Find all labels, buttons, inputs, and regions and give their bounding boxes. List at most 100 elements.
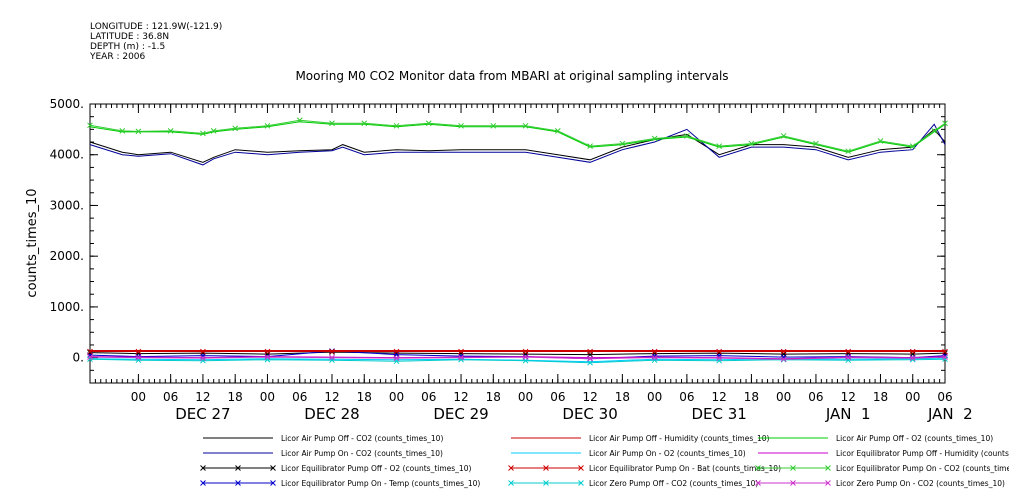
legend-label-7: Licor Zero Pump Off - CO2 (counts_times_… xyxy=(589,479,758,488)
x-hour-label-16: 00 xyxy=(647,390,662,404)
series-10-point-14 xyxy=(490,122,497,129)
point-stroke xyxy=(877,138,884,144)
x-hour-label-13: 06 xyxy=(550,390,565,404)
series-6-point-3 xyxy=(264,348,271,355)
legend-marker xyxy=(825,465,831,471)
x-hour-label-5: 06 xyxy=(292,390,307,404)
series-11-point-11 xyxy=(780,356,787,363)
series-group xyxy=(87,117,948,366)
point-stroke xyxy=(931,128,938,134)
series-10-point-26 xyxy=(877,138,884,144)
series-10-point-10 xyxy=(361,120,368,127)
y-tick-label-0: 0. xyxy=(73,351,84,365)
point-stroke xyxy=(264,356,271,363)
x-hour-label-24: 00 xyxy=(905,390,920,404)
point-stroke xyxy=(200,357,206,364)
point-stroke xyxy=(587,143,593,149)
point-stroke xyxy=(135,354,142,361)
point-stroke xyxy=(522,348,529,355)
series-10-point-1 xyxy=(119,128,126,134)
point-stroke xyxy=(942,350,948,356)
point-stroke xyxy=(264,354,271,360)
series-line-1 xyxy=(89,123,946,166)
x-hour-label-7: 18 xyxy=(357,390,372,404)
series-10-point-21 xyxy=(716,143,723,149)
series-line-10 xyxy=(89,119,946,152)
series-11-point-9 xyxy=(651,354,658,361)
x-hour-label-14: 12 xyxy=(582,390,597,404)
chart-title: Mooring M0 CO2 Monitor data from MBARI a… xyxy=(295,69,728,83)
point-stroke xyxy=(167,128,174,134)
y-tick-label-2: 2000. xyxy=(50,249,84,263)
y-tick-label-3: 3000. xyxy=(50,198,84,212)
series-6-point-4 xyxy=(329,348,335,355)
series-7-point-3 xyxy=(264,356,271,363)
point-stroke xyxy=(845,357,852,364)
y-tick-labels: 0. 1000. 2000. 3000. 4000. 5000. xyxy=(50,97,84,365)
x-hour-label-17: 06 xyxy=(679,390,694,404)
legend-marker xyxy=(755,480,761,486)
legend: Licor Air Pump Off - CO2 (counts_times_1… xyxy=(200,434,1009,488)
legend-label-9: Licor Equilibrator Pump Off - Humidity (… xyxy=(836,449,1009,458)
point-stroke xyxy=(845,148,852,155)
legend-marker xyxy=(508,480,514,486)
series-11-point-12 xyxy=(845,354,852,361)
point-stroke xyxy=(393,355,400,361)
x-hour-label-4: 00 xyxy=(260,390,275,404)
x-day-label-2: DEC 29 xyxy=(433,405,488,423)
point-stroke xyxy=(87,122,93,129)
axis-ticks xyxy=(89,103,946,384)
series-6-point-6 xyxy=(458,348,464,355)
legend-marker xyxy=(270,480,276,486)
point-stroke xyxy=(296,117,303,124)
depth-text: DEPTH (m) : -1.5 xyxy=(90,42,166,52)
point-stroke xyxy=(329,348,335,355)
point-stroke xyxy=(264,348,271,355)
series-6-point-10 xyxy=(716,348,723,355)
series-10-point-16 xyxy=(554,128,561,134)
series-11-point-5 xyxy=(393,355,400,361)
point-stroke xyxy=(813,140,819,147)
legend-marker xyxy=(825,480,831,486)
point-stroke xyxy=(942,354,948,360)
x-hour-label-12: 00 xyxy=(518,390,533,404)
series-6-point-7 xyxy=(522,348,529,355)
series-7-point-8 xyxy=(587,359,593,366)
legend-marker xyxy=(578,465,584,471)
point-stroke xyxy=(393,348,400,355)
legend-marker xyxy=(790,465,796,471)
legend-label-10: Licor Equilibrator Pump On - CO2 (counts… xyxy=(836,464,1009,473)
series-10-point-12 xyxy=(425,120,432,127)
legend-label-8: Licor Air Pump Off - O2 (counts_times_10… xyxy=(836,434,993,443)
y-axis-label: counts_times_10 xyxy=(25,188,40,297)
legend-marker xyxy=(755,465,761,471)
point-stroke xyxy=(716,357,723,364)
series-11-point-7 xyxy=(522,354,529,360)
point-stroke xyxy=(87,348,93,355)
series-10-point-13 xyxy=(458,122,464,129)
series-6-point-1 xyxy=(135,348,142,355)
series-10-point-25 xyxy=(845,148,852,155)
x-hour-label-23: 18 xyxy=(873,390,888,404)
series-6-point-8 xyxy=(587,348,593,355)
point-stroke xyxy=(200,355,206,361)
y-tick-label-4: 4000. xyxy=(50,148,84,162)
x-hour-label-22: 12 xyxy=(841,390,856,404)
point-stroke xyxy=(329,354,335,361)
series-7-point-12 xyxy=(845,357,852,364)
x-hour-label-8: 00 xyxy=(389,390,404,404)
x-hour-label-9: 06 xyxy=(421,390,436,404)
series-10-point-4 xyxy=(200,130,206,137)
series-6-point-2 xyxy=(200,348,206,355)
point-stroke xyxy=(200,348,206,355)
x-day-label-4: DEC 31 xyxy=(691,405,746,423)
point-stroke xyxy=(651,135,658,142)
legend-marker xyxy=(235,480,241,486)
series-7-point-9 xyxy=(651,357,658,364)
x-day-label-5: JAN 1 xyxy=(825,405,871,423)
series-6-point-12 xyxy=(845,348,852,355)
x-hour-label-20: 00 xyxy=(776,390,791,404)
x-hour-label-25: 06 xyxy=(937,390,952,404)
series-7-point-4 xyxy=(329,357,335,364)
x-hour-label-19: 18 xyxy=(744,390,759,404)
